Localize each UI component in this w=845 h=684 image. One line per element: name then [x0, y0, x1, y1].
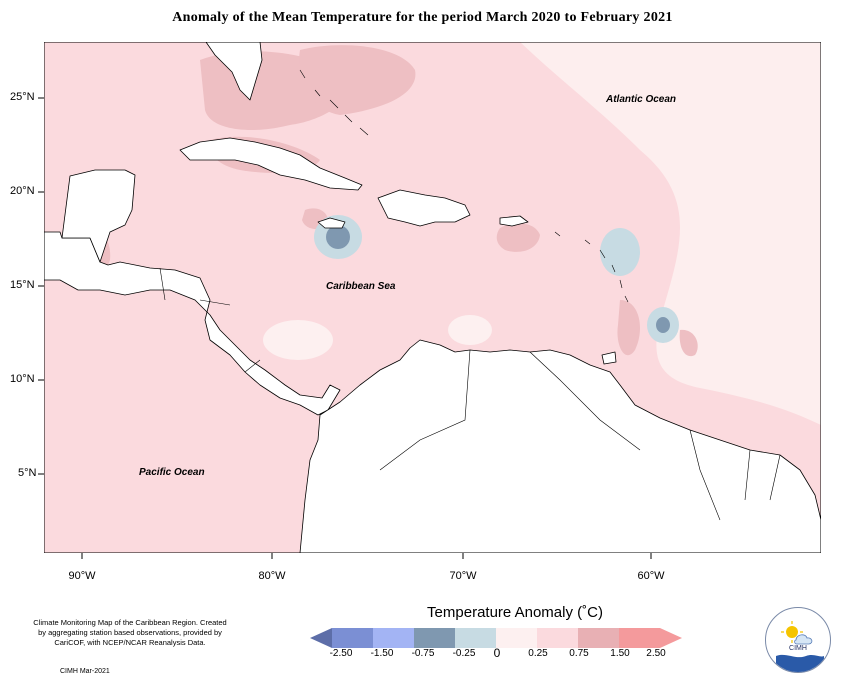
logo-text: CIMH: [789, 645, 807, 652]
legend-label-2-50: 2.50: [646, 648, 666, 659]
legend-label-0-75: 0.75: [569, 648, 589, 659]
lon-label-90w: 90°W: [68, 570, 96, 582]
lat-label-5n: 5°N: [18, 467, 37, 479]
color-legend: [310, 628, 682, 648]
sun-cloud-icon: [776, 621, 824, 672]
legend-label-neg-0-25: -0.25: [452, 648, 476, 659]
lat-label-15n: 15°N: [10, 279, 35, 291]
lon-label-70w: 70°W: [449, 570, 477, 582]
lat-label-25n: 25°N: [10, 91, 35, 103]
land-yucatan: [61, 169, 136, 263]
legend-swatch-7: [578, 628, 619, 648]
legend-swatch-4: [455, 628, 496, 648]
legend-swatch-3: [414, 628, 455, 648]
neutral-patch-caribbean: [263, 320, 333, 360]
lat-label-20n: 20°N: [10, 185, 35, 197]
cool-core-barbados: [656, 317, 670, 333]
label-caribbean-sea: Caribbean Sea: [326, 281, 396, 292]
legend-label-neg-0-75: -0.75: [411, 648, 435, 659]
cimh-logo: CIMH: [765, 607, 831, 673]
legend-swatch-1: [332, 628, 373, 648]
legend-swatch-2: [373, 628, 414, 648]
warm-patch-windward: [617, 300, 640, 356]
lon-label-60w: 60°W: [637, 570, 665, 582]
land-cuba: [179, 137, 363, 191]
warm-patch-bahamas: [299, 45, 416, 115]
cool-halo-guadeloupe: [600, 228, 640, 276]
land-florida: [205, 42, 263, 101]
legend-arrow-high: [660, 628, 682, 648]
lon-label-80w: 80°W: [258, 570, 286, 582]
map-credit: CIMH Mar-2021: [60, 668, 110, 675]
warm-patch-barbados-east: [679, 329, 698, 357]
legend-swatch-6: [537, 628, 578, 648]
label-pacific-ocean: Pacific Ocean: [139, 467, 205, 478]
legend-label-neg-2-50: -2.50: [329, 648, 353, 659]
lat-label-10n: 10°N: [10, 373, 35, 385]
temperature-anomaly-map: [38, 42, 821, 559]
legend-label-1-50: 1.50: [610, 648, 630, 659]
warm-patch-puerto-rico: [496, 223, 540, 252]
land-central-america: [44, 231, 341, 416]
cool-core-jamaica: [326, 225, 350, 249]
land-puerto-rico: [499, 215, 529, 227]
legend-swatch-5: [496, 628, 537, 648]
border-lines: [159, 267, 781, 521]
legend-arrow-low: [310, 628, 332, 648]
map-title: Anomaly of the Mean Temperature for the …: [172, 10, 673, 25]
legend-swatch-8: [619, 628, 660, 648]
land-jamaica: [317, 217, 346, 229]
neutral-patch-aruba: [448, 315, 492, 345]
legend-label-zero: 0: [493, 646, 501, 660]
island-chain: [299, 69, 629, 303]
land-hispaniola: [377, 189, 471, 227]
map-description-note: Climate Monitoring Map of the Caribbean …: [33, 618, 227, 647]
land-south-america: [299, 339, 821, 553]
label-atlantic-ocean: Atlantic Ocean: [606, 94, 677, 105]
legend-label-neg-1-50: -1.50: [370, 648, 394, 659]
land-trinidad: [601, 351, 617, 365]
atlantic-near-zero-zone: [520, 42, 821, 425]
legend-label-0-25: 0.25: [528, 648, 548, 659]
legend-title: Temperature Anomaly (˚C): [427, 604, 603, 621]
